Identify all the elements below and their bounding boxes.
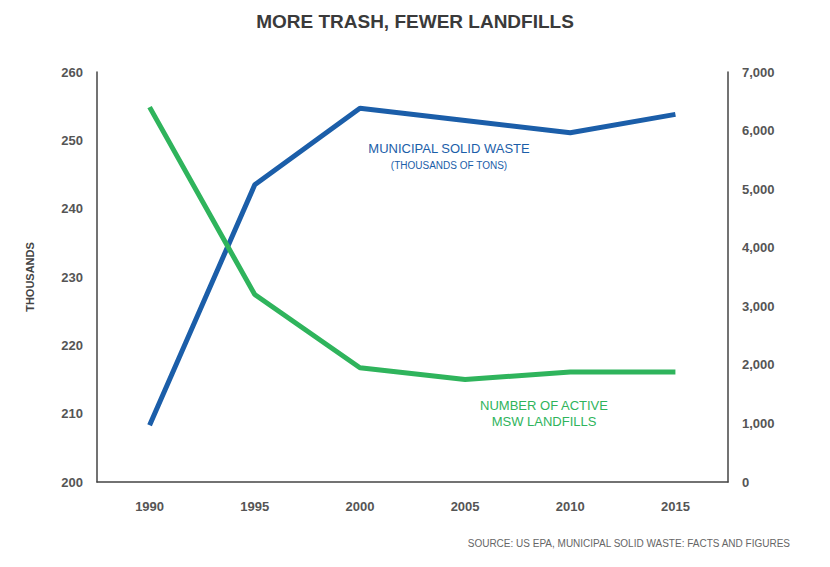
svg-text:MUNICIPAL SOLID WASTE: MUNICIPAL SOLID WASTE	[368, 141, 530, 156]
svg-text:2015: 2015	[661, 499, 690, 514]
svg-text:1,000: 1,000	[742, 416, 775, 431]
svg-text:220: 220	[61, 338, 83, 353]
svg-text:SOURCE: US EPA, MUNICIPAL SOLI: SOURCE: US EPA, MUNICIPAL SOLID WASTE: F…	[468, 538, 791, 549]
svg-text:1995: 1995	[240, 499, 269, 514]
svg-text:2005: 2005	[451, 499, 480, 514]
svg-text:2,000: 2,000	[742, 357, 775, 372]
svg-text:260: 260	[61, 65, 83, 80]
svg-text:2010: 2010	[556, 499, 585, 514]
svg-text:3,000: 3,000	[742, 299, 775, 314]
svg-text:THOUSANDS: THOUSANDS	[24, 242, 36, 312]
svg-text:MSW LANDFILLS: MSW LANDFILLS	[492, 414, 597, 429]
svg-text:7,000: 7,000	[742, 65, 775, 80]
svg-text:MORE TRASH, FEWER LANDFILLS: MORE TRASH, FEWER LANDFILLS	[256, 11, 574, 32]
svg-text:NUMBER OF ACTIVE: NUMBER OF ACTIVE	[480, 398, 608, 413]
svg-text:2000: 2000	[345, 499, 374, 514]
svg-text:1990: 1990	[135, 499, 164, 514]
svg-text:4,000: 4,000	[742, 240, 775, 255]
svg-text:(THOUSANDS OF TONS): (THOUSANDS OF TONS)	[391, 160, 507, 171]
svg-text:240: 240	[61, 201, 83, 216]
svg-text:210: 210	[61, 406, 83, 421]
svg-text:6,000: 6,000	[742, 123, 775, 138]
svg-text:250: 250	[61, 133, 83, 148]
svg-text:0: 0	[742, 475, 749, 490]
svg-text:200: 200	[61, 475, 83, 490]
svg-text:5,000: 5,000	[742, 182, 775, 197]
svg-text:230: 230	[61, 270, 83, 285]
